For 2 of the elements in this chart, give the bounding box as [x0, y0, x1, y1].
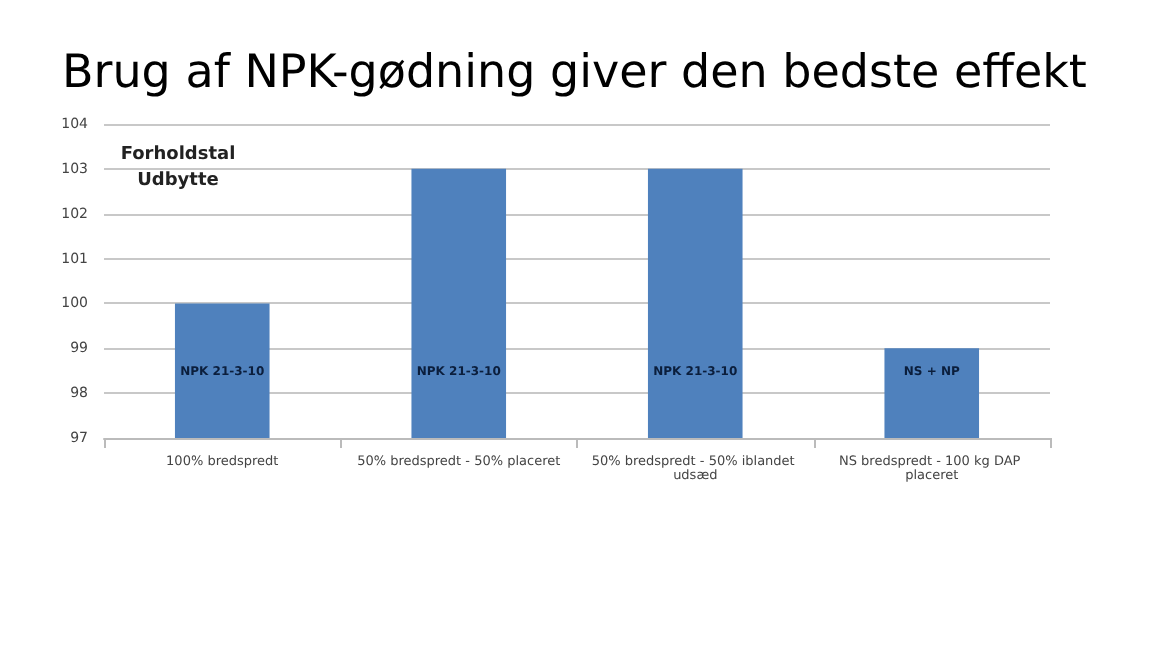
y-axis-title: Forholdstal Udbytte — [120, 145, 236, 191]
chart-title: Brug af NPK-gødning giver den bedste effekt — [62, 47, 1087, 99]
